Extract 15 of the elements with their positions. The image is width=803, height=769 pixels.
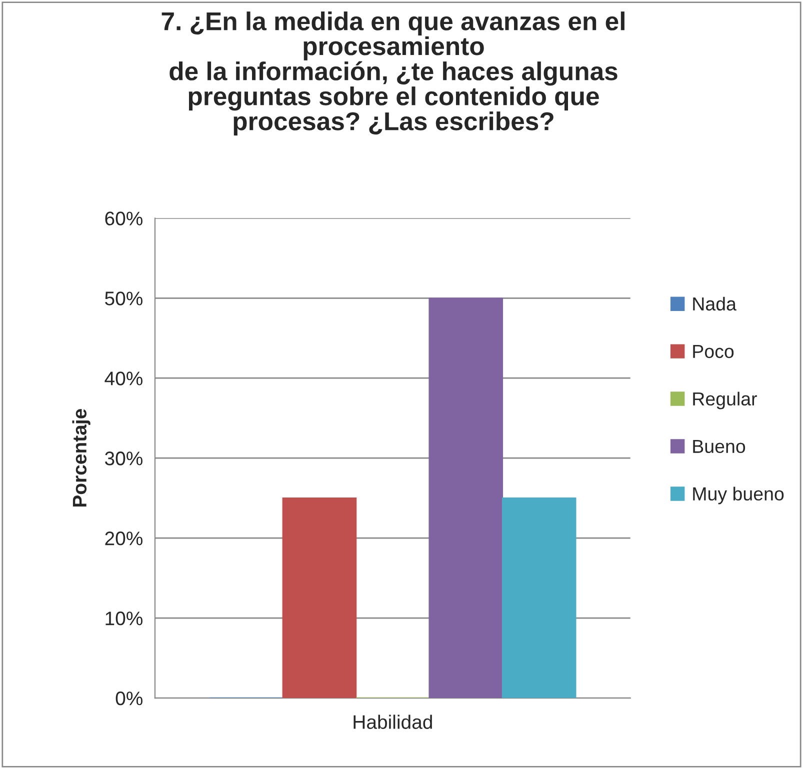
- y-tick-label: 40%: [104, 372, 142, 386]
- y-tick-label: 0%: [116, 691, 142, 706]
- y-tick-label: 50%: [105, 292, 142, 306]
- y-tick-label: 10%: [106, 612, 142, 626]
- y-axis-title: Porcentaje: [72, 409, 90, 506]
- chart-title: 7. ¿En la medida en que avanzas en el procesamiento de la información, ¿te haces algunas preguntas sobre el contenido que procesas? ¿Las escribes?: [162, 12, 624, 136]
- y-tick-label: 60%: [105, 212, 142, 226]
- y-tick-label: 30%: [105, 452, 142, 466]
- x-tick-label: Habilidad: [354, 714, 432, 729]
- legend-label: Regular: [693, 392, 757, 410]
- legend-label: Poco: [693, 344, 734, 358]
- legend-label: Muy bueno: [693, 486, 784, 504]
- legend-label: Bueno: [693, 440, 746, 454]
- legend-label: Nada: [693, 296, 736, 311]
- y-tick-label: 20%: [105, 532, 142, 546]
